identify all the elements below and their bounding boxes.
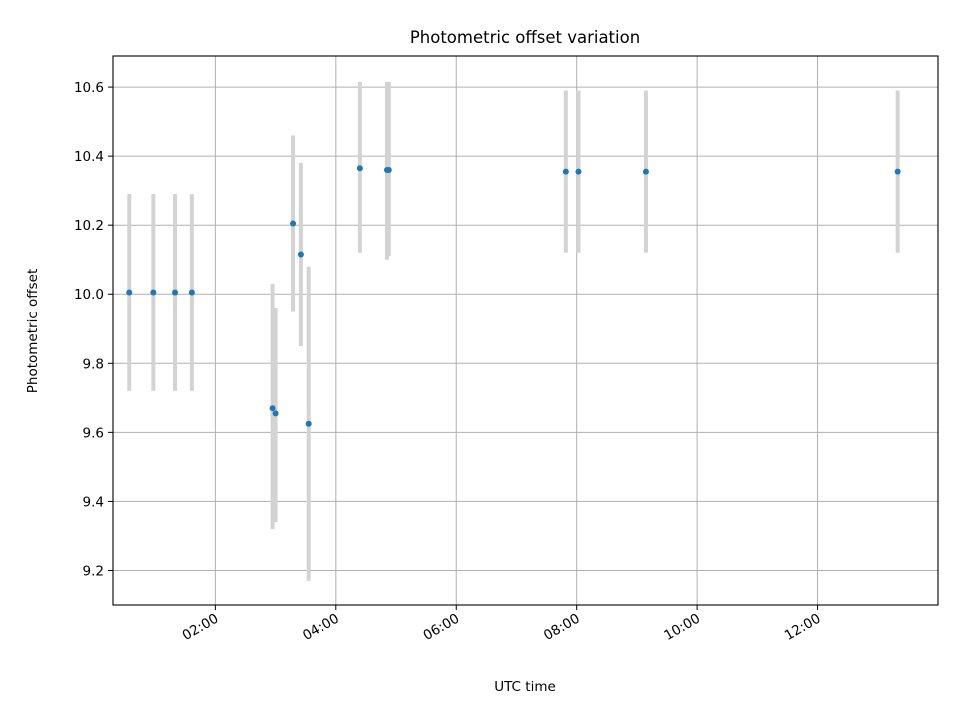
x-tick-label: 08:00 <box>541 611 583 644</box>
data-point <box>150 289 157 296</box>
data-point <box>894 168 901 175</box>
x-axis-label: UTC time <box>494 679 556 695</box>
data-point <box>290 220 297 227</box>
data-point <box>272 410 279 417</box>
y-tick-label: 10.4 <box>74 149 104 165</box>
chart-title: Photometric offset variation <box>410 28 640 47</box>
data-point <box>385 166 392 173</box>
data-point <box>126 289 133 296</box>
y-tick-label: 10.0 <box>74 287 104 303</box>
data-point <box>562 168 569 175</box>
tick-layer: 02:00 04:00 06:00 08:00 10:00 12:00 9.2 9.4 9.6 9… <box>74 80 824 644</box>
data-point <box>305 420 312 427</box>
point-layer <box>126 165 901 427</box>
x-tick-label: 02:00 <box>180 611 222 644</box>
y-tick-label: 9.8 <box>83 356 104 372</box>
data-point <box>356 165 363 172</box>
y-tick-label: 9.6 <box>83 425 104 441</box>
data-point <box>297 251 304 258</box>
x-tick-label: 06:00 <box>421 611 463 644</box>
data-point <box>575 168 582 175</box>
y-tick-label: 10.6 <box>74 80 104 96</box>
x-tick-label: 12:00 <box>782 611 824 644</box>
data-point <box>188 289 195 296</box>
plot-frame <box>112 55 939 606</box>
x-tick-label: 04:00 <box>300 611 342 644</box>
y-axis-label: Photometric offset <box>25 269 41 393</box>
data-point <box>642 168 649 175</box>
data-point <box>172 289 179 296</box>
errorbar-layer <box>127 81 900 581</box>
y-tick-label: 10.2 <box>74 218 104 234</box>
data-point <box>269 405 276 412</box>
y-tick-label: 9.4 <box>83 494 104 510</box>
y-tick-label: 9.2 <box>83 563 104 579</box>
x-tick-label: 10:00 <box>661 611 703 644</box>
grid-layer <box>113 56 938 605</box>
